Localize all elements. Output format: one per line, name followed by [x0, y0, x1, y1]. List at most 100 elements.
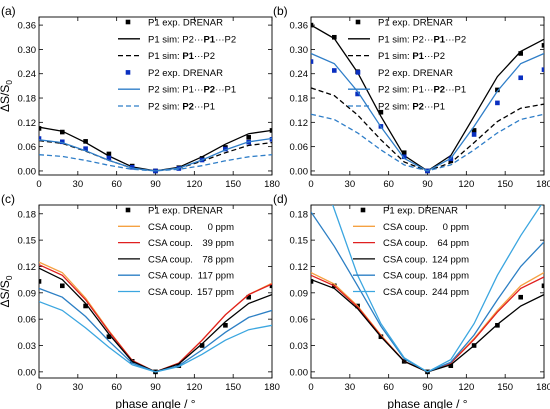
data-point	[106, 155, 112, 161]
data-point	[83, 139, 88, 144]
legend-label: P1 sim: P1···P2	[148, 51, 215, 62]
panels-layer: 0.00 0.06 0.12 0.18 0.24 0.30 0.36 0 30 60 90 120 15…	[0, 4, 550, 409]
x-tick-label: 90	[150, 179, 161, 190]
y-tick-label: 0.12	[290, 262, 309, 273]
x-tick-label: 90	[422, 179, 433, 190]
data-point	[332, 68, 337, 73]
data-point	[60, 283, 65, 289]
legend-label-part: P2	[182, 102, 194, 113]
series-line	[39, 267, 272, 373]
y-tick-label: 0.24	[18, 69, 37, 80]
data-point	[246, 294, 251, 300]
data-point	[541, 283, 544, 289]
data-point	[223, 323, 228, 328]
legend-label-part: 39 ppm	[202, 238, 234, 249]
legend-label-part: 64 ppm	[437, 238, 469, 249]
legend-label-part: P1 exp. DRENAR	[378, 18, 453, 29]
legend-label-part: P1 sim:	[148, 51, 182, 62]
legend-label-part: 0 ppm	[208, 222, 234, 233]
data-point	[332, 34, 337, 40]
x-tick-label: 60	[111, 179, 122, 190]
x-tick-label: 60	[383, 382, 394, 393]
y-tick-label: 0.00	[18, 367, 37, 378]
y-tick-label: 0.03	[18, 341, 37, 352]
x-tick-label: 90	[150, 382, 161, 393]
data-point	[311, 59, 314, 64]
plot-area	[39, 261, 272, 375]
legend-label-part: CSA coup.	[148, 222, 193, 233]
y-axis-label-subscript: 0	[4, 80, 14, 85]
legend-label: CSA coup. 0 ppm	[383, 222, 469, 233]
y-tick-label: 0.12	[18, 262, 37, 273]
x-tick-label: 150	[225, 179, 241, 190]
data-point	[269, 283, 272, 289]
legend-label: P1 exp. DRENAR	[383, 206, 458, 217]
panel-label: (c)	[1, 192, 15, 206]
x-tick-label: 0	[36, 179, 41, 190]
y-tick-label: 0.06	[290, 315, 309, 326]
x-tick-label: 150	[225, 382, 241, 393]
y-tick-label: 0.18	[290, 94, 309, 105]
legend-label-part: 124 ppm	[432, 254, 469, 265]
x-tick-label: 30	[73, 179, 84, 190]
data-point	[223, 146, 228, 152]
y-tick-label: 0.00	[18, 166, 37, 177]
y-tick-label: 0.06	[18, 315, 37, 326]
legend-label: CSA coup. 157 ppm	[148, 287, 234, 298]
data-point	[199, 343, 205, 348]
x-tick-label: 180	[264, 382, 280, 393]
legend-label-part: CSA coup.	[383, 254, 428, 265]
legend-label: P2 sim: P2···P1	[378, 102, 445, 113]
legend-label: P2 sim: P1···P2···P1	[378, 85, 466, 96]
legend-label: P2 exp. DRENAR	[378, 68, 453, 79]
legend-label-part: ···P1	[215, 85, 236, 96]
legend-label-part: P1 sim: P2···	[378, 34, 433, 45]
y-tick-label: 0.24	[290, 69, 309, 80]
x-tick-label: 0	[308, 382, 313, 393]
data-point	[401, 154, 407, 160]
legend-label-part: CSA coup.	[148, 254, 193, 265]
legend-label: P1 exp. DRENAR	[148, 206, 223, 217]
plot-area	[311, 205, 544, 375]
y-tick-label: 0.03	[290, 341, 309, 352]
legend-label-part: ···P2	[445, 34, 466, 45]
data-point	[448, 363, 454, 369]
x-tick-label: 180	[536, 382, 550, 393]
x-tick-label: 0	[308, 179, 313, 190]
x-tick-label: 60	[383, 179, 394, 190]
legend-label-part: P2 exp. DRENAR	[378, 68, 453, 79]
legend-label-part: 78 ppm	[202, 254, 234, 265]
data-point	[39, 126, 42, 131]
x-tick-label: 120	[458, 382, 474, 393]
y-tick-label: 0.36	[290, 21, 309, 32]
x-axis-label: phase angle / °	[387, 397, 467, 409]
y-axis-label: ΔS/S0	[0, 80, 14, 112]
legend-label-part: P2 exp. DRENAR	[148, 68, 223, 79]
data-point	[495, 323, 500, 328]
plot-area	[39, 126, 272, 174]
legend-label-part: P2	[203, 85, 215, 96]
legend-label-part: P1	[182, 51, 194, 62]
panel-d: 0.00 0.03 0.06 0.09 0.12 0.15 0.18 0 30 60 90 120 15…	[273, 192, 550, 409]
x-tick-label: 60	[111, 382, 122, 393]
legend-marker	[355, 19, 361, 25]
legend-label: P1 exp. DRENAR	[378, 18, 453, 29]
y-tick-label: 0.18	[18, 94, 37, 105]
legend-label-part: P1	[412, 51, 424, 62]
data-point	[60, 139, 65, 145]
legend-label-part: ···P2	[424, 51, 445, 62]
y-tick-label: 0.06	[18, 142, 37, 153]
legend-label-part: P2 sim:	[378, 102, 412, 113]
series-line	[39, 287, 272, 373]
legend-label-part: ···P1	[424, 102, 445, 113]
legend-label-part: CSA coup.	[383, 222, 428, 233]
legend-label: CSA coup. 0 ppm	[148, 222, 234, 233]
legend-label-part: P1 exp. DRENAR	[148, 206, 223, 217]
panel-a: 0.00 0.06 0.12 0.18 0.24 0.30 0.36 0 30 60 90 120 15…	[0, 4, 280, 190]
legend-label-part: CSA coup.	[148, 238, 193, 249]
legend-label-part: ···P1	[194, 102, 215, 113]
legend-label-part: 244 ppm	[432, 287, 469, 298]
data-point	[83, 303, 88, 309]
